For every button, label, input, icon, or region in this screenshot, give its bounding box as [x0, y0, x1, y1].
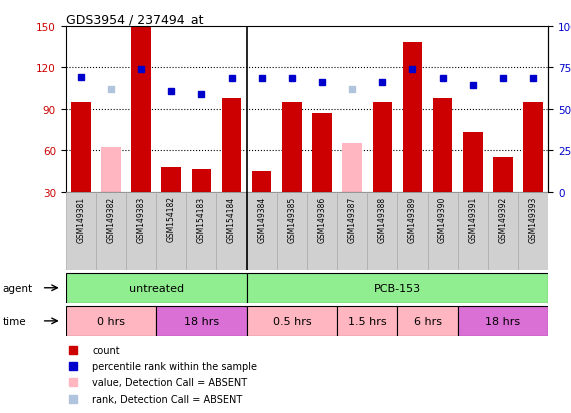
Text: GSM149393: GSM149393	[529, 196, 537, 242]
FancyBboxPatch shape	[216, 192, 247, 271]
Bar	[101, 148, 120, 192]
FancyBboxPatch shape	[397, 192, 428, 271]
Text: 18 hrs: 18 hrs	[485, 316, 521, 326]
FancyBboxPatch shape	[367, 192, 397, 271]
Text: GSM149387: GSM149387	[348, 196, 357, 242]
Text: GDS3954 / 237494_at: GDS3954 / 237494_at	[66, 13, 203, 26]
Text: 18 hrs: 18 hrs	[184, 316, 219, 326]
Text: GSM149388: GSM149388	[378, 196, 387, 242]
FancyBboxPatch shape	[247, 273, 548, 303]
Text: 6 hrs: 6 hrs	[413, 316, 441, 326]
FancyBboxPatch shape	[397, 306, 458, 336]
Bar	[282, 102, 301, 192]
FancyBboxPatch shape	[156, 306, 247, 336]
Text: percentile rank within the sample: percentile rank within the sample	[92, 361, 257, 371]
FancyBboxPatch shape	[337, 192, 367, 271]
FancyBboxPatch shape	[126, 192, 156, 271]
FancyBboxPatch shape	[518, 192, 548, 271]
Text: GSM154183: GSM154183	[197, 196, 206, 242]
Bar	[433, 98, 452, 192]
Bar	[463, 133, 482, 192]
FancyBboxPatch shape	[277, 192, 307, 271]
FancyBboxPatch shape	[247, 192, 277, 271]
FancyBboxPatch shape	[96, 192, 126, 271]
Text: 1.5 hrs: 1.5 hrs	[348, 316, 387, 326]
Bar	[252, 171, 271, 192]
FancyBboxPatch shape	[458, 192, 488, 271]
Bar	[222, 98, 242, 192]
Text: GSM149383: GSM149383	[136, 196, 146, 242]
Bar	[131, 27, 151, 192]
Text: GSM149386: GSM149386	[317, 196, 327, 242]
Text: GSM149391: GSM149391	[468, 196, 477, 242]
FancyBboxPatch shape	[66, 192, 96, 271]
Text: GSM149384: GSM149384	[257, 196, 266, 242]
Text: GSM149389: GSM149389	[408, 196, 417, 242]
Bar	[523, 102, 543, 192]
Bar	[343, 144, 362, 192]
FancyBboxPatch shape	[66, 273, 247, 303]
Text: GSM154182: GSM154182	[167, 196, 176, 242]
FancyBboxPatch shape	[66, 306, 156, 336]
FancyBboxPatch shape	[488, 192, 518, 271]
Text: GSM149385: GSM149385	[287, 196, 296, 242]
Bar	[312, 114, 332, 192]
Bar	[493, 158, 513, 192]
Text: value, Detection Call = ABSENT: value, Detection Call = ABSENT	[92, 377, 247, 387]
Text: GSM149381: GSM149381	[77, 196, 85, 242]
Text: GSM149392: GSM149392	[498, 196, 508, 242]
Text: GSM149382: GSM149382	[106, 196, 115, 242]
FancyBboxPatch shape	[458, 306, 548, 336]
Bar	[403, 43, 423, 192]
Text: rank, Detection Call = ABSENT: rank, Detection Call = ABSENT	[92, 394, 243, 404]
FancyBboxPatch shape	[156, 192, 186, 271]
Text: count: count	[92, 345, 120, 355]
Text: PCB-153: PCB-153	[374, 283, 421, 293]
Text: GSM149390: GSM149390	[438, 196, 447, 242]
Text: time: time	[3, 316, 26, 326]
FancyBboxPatch shape	[247, 306, 337, 336]
Text: untreated: untreated	[128, 283, 184, 293]
Bar	[372, 102, 392, 192]
Text: GSM154184: GSM154184	[227, 196, 236, 242]
Text: agent: agent	[3, 283, 33, 293]
FancyBboxPatch shape	[337, 306, 397, 336]
FancyBboxPatch shape	[307, 192, 337, 271]
Bar	[71, 102, 91, 192]
FancyBboxPatch shape	[186, 192, 216, 271]
Text: 0 hrs: 0 hrs	[97, 316, 125, 326]
Bar	[162, 167, 181, 192]
Bar	[191, 170, 211, 192]
Text: 0.5 hrs: 0.5 hrs	[272, 316, 311, 326]
FancyBboxPatch shape	[428, 192, 458, 271]
